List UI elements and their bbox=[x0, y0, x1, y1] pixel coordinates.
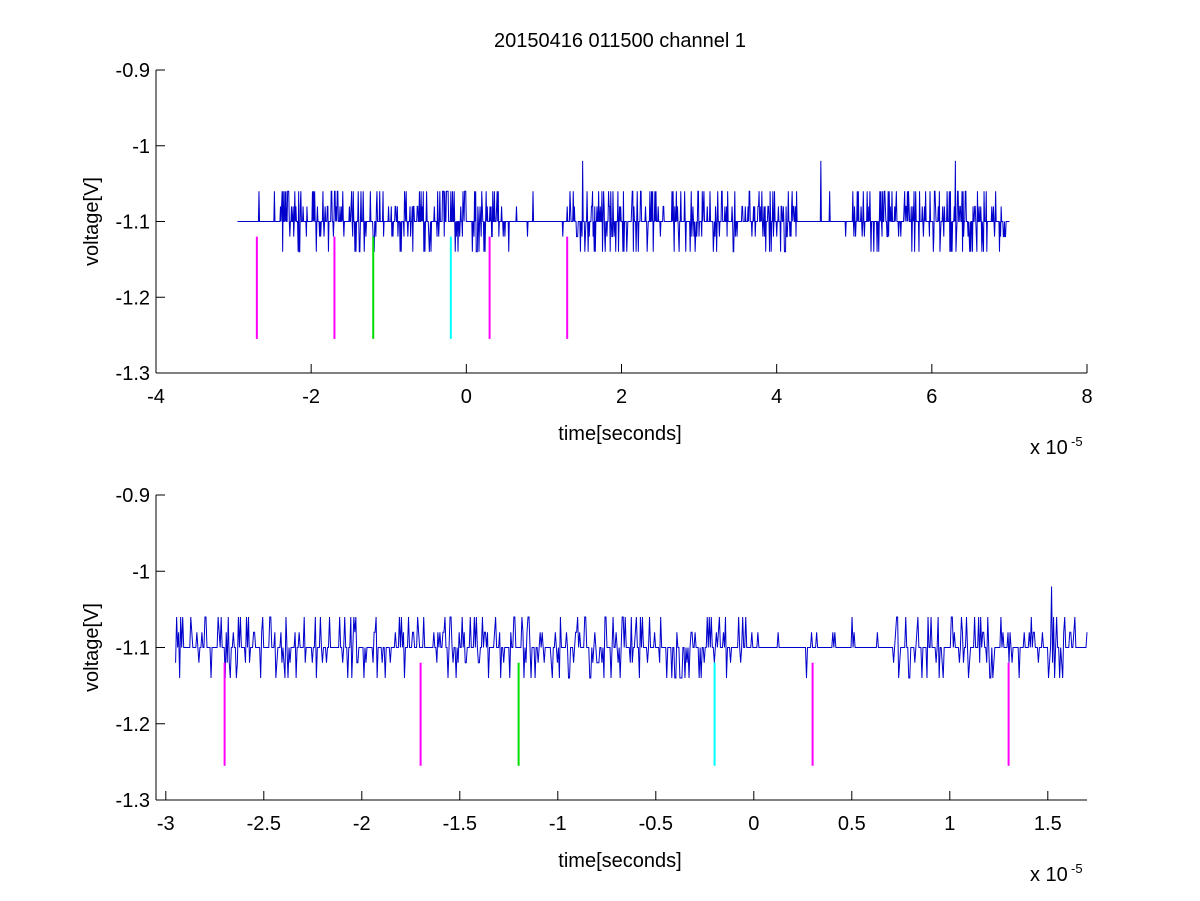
y-axis-label: voltage[V] bbox=[81, 603, 103, 692]
x-tick-label: 0 bbox=[461, 386, 472, 408]
x-tick-label: -1.5 bbox=[443, 813, 477, 835]
x-axis-label: time[seconds] bbox=[558, 423, 681, 445]
y-tick-label: -1.3 bbox=[116, 790, 150, 812]
x-axis-label: time[seconds] bbox=[558, 850, 681, 872]
x-tick-label: -3 bbox=[157, 813, 175, 835]
x-exponent-label: x 10 bbox=[1030, 864, 1068, 886]
x-tick-label: -1 bbox=[549, 813, 567, 835]
top-plot: -0.9 -1 -1.1 -1.2 -1.3-4 -2 0 2 4 6 8 time[seconds]… bbox=[81, 60, 1093, 459]
x-tick-label: 4 bbox=[771, 386, 782, 408]
y-tick-label: -1 bbox=[132, 136, 150, 158]
y-axis-label: voltage[V] bbox=[81, 177, 103, 266]
x-tick-label: 8 bbox=[1081, 386, 1092, 408]
x-tick-label: 6 bbox=[926, 386, 937, 408]
x-tick-label: 1.5 bbox=[1034, 813, 1062, 835]
voltage-signal-line bbox=[175, 586, 1088, 679]
x-tick-label: -4 bbox=[147, 386, 165, 408]
y-tick-label: -0.9 bbox=[116, 485, 150, 507]
y-tick-label: -1 bbox=[132, 561, 150, 583]
y-tick-label: -1.1 bbox=[116, 212, 150, 234]
y-tick-label: -1.2 bbox=[116, 714, 150, 736]
x-tick-label: 1 bbox=[944, 813, 955, 835]
figure-title: 20150416 011500 channel 1 bbox=[494, 30, 746, 52]
voltage-signal-line bbox=[237, 160, 1010, 253]
y-tick-label: -1.2 bbox=[116, 287, 150, 309]
x-tick-label: 2 bbox=[616, 386, 627, 408]
x-exponent-power: -5 bbox=[1071, 434, 1083, 449]
x-exponent-label: x 10 bbox=[1030, 437, 1068, 459]
x-tick-label: 0 bbox=[748, 813, 759, 835]
x-exponent-power: -5 bbox=[1071, 861, 1083, 876]
x-tick-label: -2 bbox=[353, 813, 371, 835]
y-tick-label: -1.3 bbox=[116, 363, 150, 385]
x-tick-label: -2.5 bbox=[247, 813, 281, 835]
bottom-plot: -0.9 -1 -1.1 -1.2 -1.3 -3 -2.5 -2 -1.5 -1 -0.5 0 0.5… bbox=[81, 485, 1088, 886]
x-tick-label: -2 bbox=[302, 386, 320, 408]
x-tick-label: -0.5 bbox=[639, 813, 673, 835]
y-tick-label: -0.9 bbox=[116, 60, 150, 82]
y-tick-label: -1.1 bbox=[116, 638, 150, 660]
x-tick-label: 0.5 bbox=[838, 813, 866, 835]
